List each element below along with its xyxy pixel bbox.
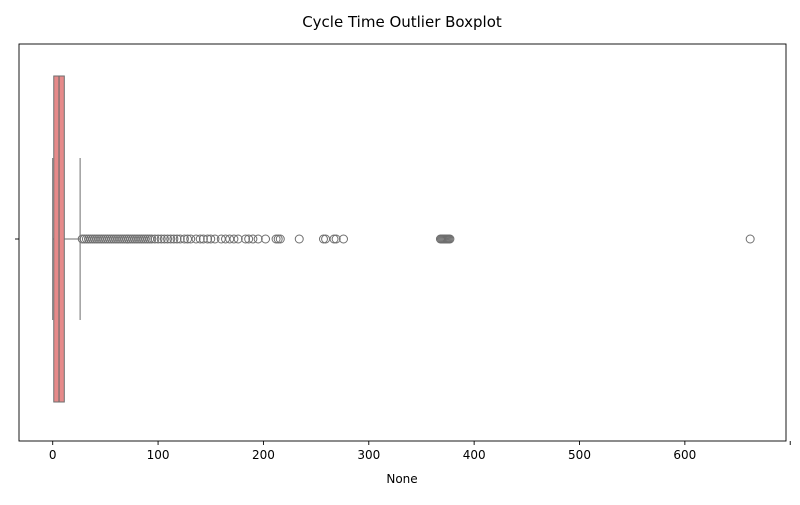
outlier-point (339, 234, 348, 244)
outlier-point (745, 234, 755, 244)
outlier-point (294, 234, 304, 244)
outlier-point (273, 234, 283, 244)
x-axis-label: None (386, 472, 417, 486)
outlier-point (191, 234, 201, 244)
outlier-point (203, 234, 213, 244)
x-tick-label: 500 (568, 448, 591, 462)
outlier-point (147, 234, 157, 244)
outlier-point (159, 234, 169, 244)
outlier-point (169, 234, 179, 244)
x-tick-label: 0 (49, 448, 57, 462)
outlier-point (195, 234, 205, 244)
outlier-point (229, 234, 239, 244)
outlier-point (172, 234, 182, 244)
outlier-point (253, 234, 263, 244)
outlier-point (143, 234, 153, 244)
outlier-point (179, 234, 189, 244)
outlier-point (198, 234, 208, 244)
plot-area: 0 100 200 300 400 500 600 (15, 43, 791, 462)
outlier-point (271, 234, 281, 244)
outlier-point (210, 234, 220, 244)
outlier-point (150, 234, 160, 244)
x-tick-label: 100 (147, 448, 170, 462)
x-tick-label: 600 (673, 448, 696, 462)
outlier-point (153, 234, 163, 244)
outlier-point (233, 234, 243, 244)
outlier-point (331, 234, 341, 244)
plot-frame (18, 43, 787, 442)
outlier-point (186, 234, 196, 244)
outlier-point (248, 234, 258, 244)
outlier-point (445, 234, 455, 244)
outlier-point (241, 234, 251, 244)
outlier-point (156, 234, 166, 244)
outlier-point (140, 234, 150, 244)
outlier-point (244, 234, 254, 244)
chart-title: Cycle Time Outlier Boxplot (302, 13, 502, 31)
x-tick-label: 300 (357, 448, 380, 462)
outlier-point (261, 234, 271, 244)
outlier-point (275, 234, 285, 244)
x-tick-label: 400 (463, 448, 486, 462)
outlier-point (318, 234, 328, 244)
x-tick-label: 200 (252, 448, 275, 462)
outlier-point (166, 234, 176, 244)
outlier-point (206, 234, 216, 244)
outlier-point (329, 234, 339, 244)
outlier-point (175, 234, 185, 244)
outlier-point (163, 234, 173, 244)
